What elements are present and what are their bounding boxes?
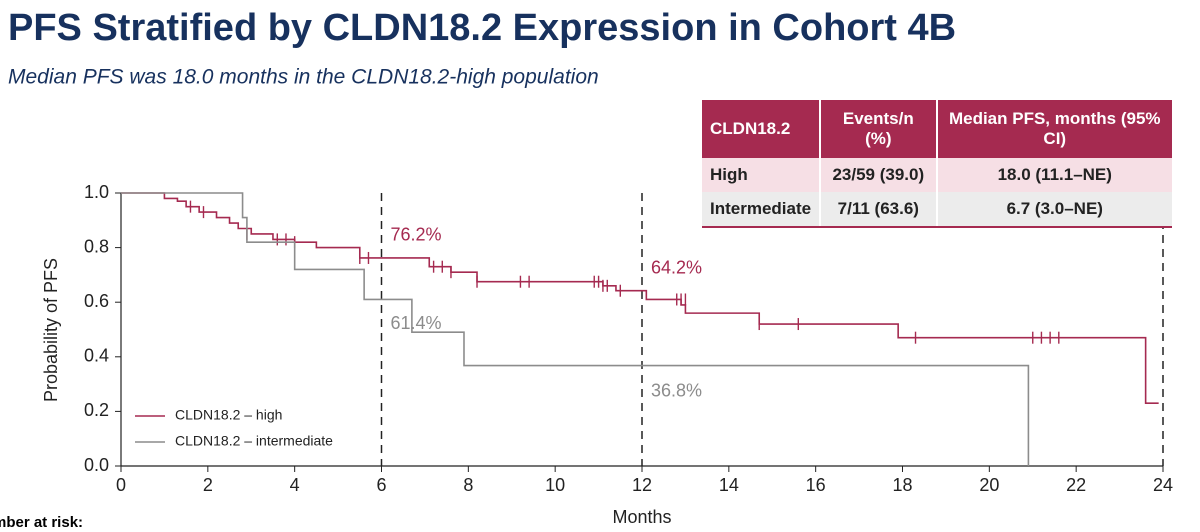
y-tick-label: 0.6 [84,291,109,311]
table-header: Events/n (%) [819,100,937,158]
x-tick-label: 24 [1153,475,1173,495]
x-tick-label: 10 [545,475,565,495]
chart-title: PFS Stratified by CLDN18.2 Expression in… [8,7,956,49]
table-header: CLDN18.2 [702,100,821,158]
x-tick-label: 12 [632,475,652,495]
y-tick-label: 1.0 [84,182,109,202]
x-tick-label: 8 [463,475,473,495]
y-tick-label: 0.0 [84,455,109,475]
risk-label: Number at risk: [0,514,83,531]
annotation: 76.2% [391,225,442,245]
annotation: 36.8% [651,380,702,400]
x-tick-label: 6 [376,475,386,495]
x-tick-label: 14 [719,475,739,495]
table-cell: 6.7 (3.0–NE) [935,192,1172,228]
table-cell: Intermediate [702,192,821,228]
annotation: 64.2% [651,257,702,277]
table-header: Median PFS, months (95% CI) [935,100,1172,158]
y-tick-label: 0.4 [84,346,109,366]
y-tick-label: 0.8 [84,236,109,256]
x-tick-label: 20 [979,475,999,495]
table-cell: 18.0 (11.1–NE) [935,158,1172,192]
survival-curve [121,192,1030,466]
x-tick-label: 0 [116,475,126,495]
y-tick-label: 0.2 [84,400,109,420]
x-axis-label: Months [612,507,671,527]
annotation: 61.4% [391,313,442,333]
summary-table: CLDN18.2 Events/n (%) Median PFS, months… [702,100,1172,228]
table-cell: 23/59 (39.0) [819,158,937,192]
x-tick-label: 16 [806,475,826,495]
table-cell: High [702,158,821,192]
chart-subtitle: Median PFS was 18.0 months in the CLDN18… [8,66,599,89]
x-tick-label: 18 [892,475,912,495]
legend-label: CLDN18.2 – high [175,407,282,423]
table-cell: 7/11 (63.6) [819,192,937,228]
x-tick-label: 4 [290,475,300,495]
x-tick-label: 2 [203,475,213,495]
y-axis-label: Probability of PFS [41,258,61,402]
x-tick-label: 22 [1066,475,1086,495]
legend-label: CLDN18.2 – intermediate [175,433,333,449]
